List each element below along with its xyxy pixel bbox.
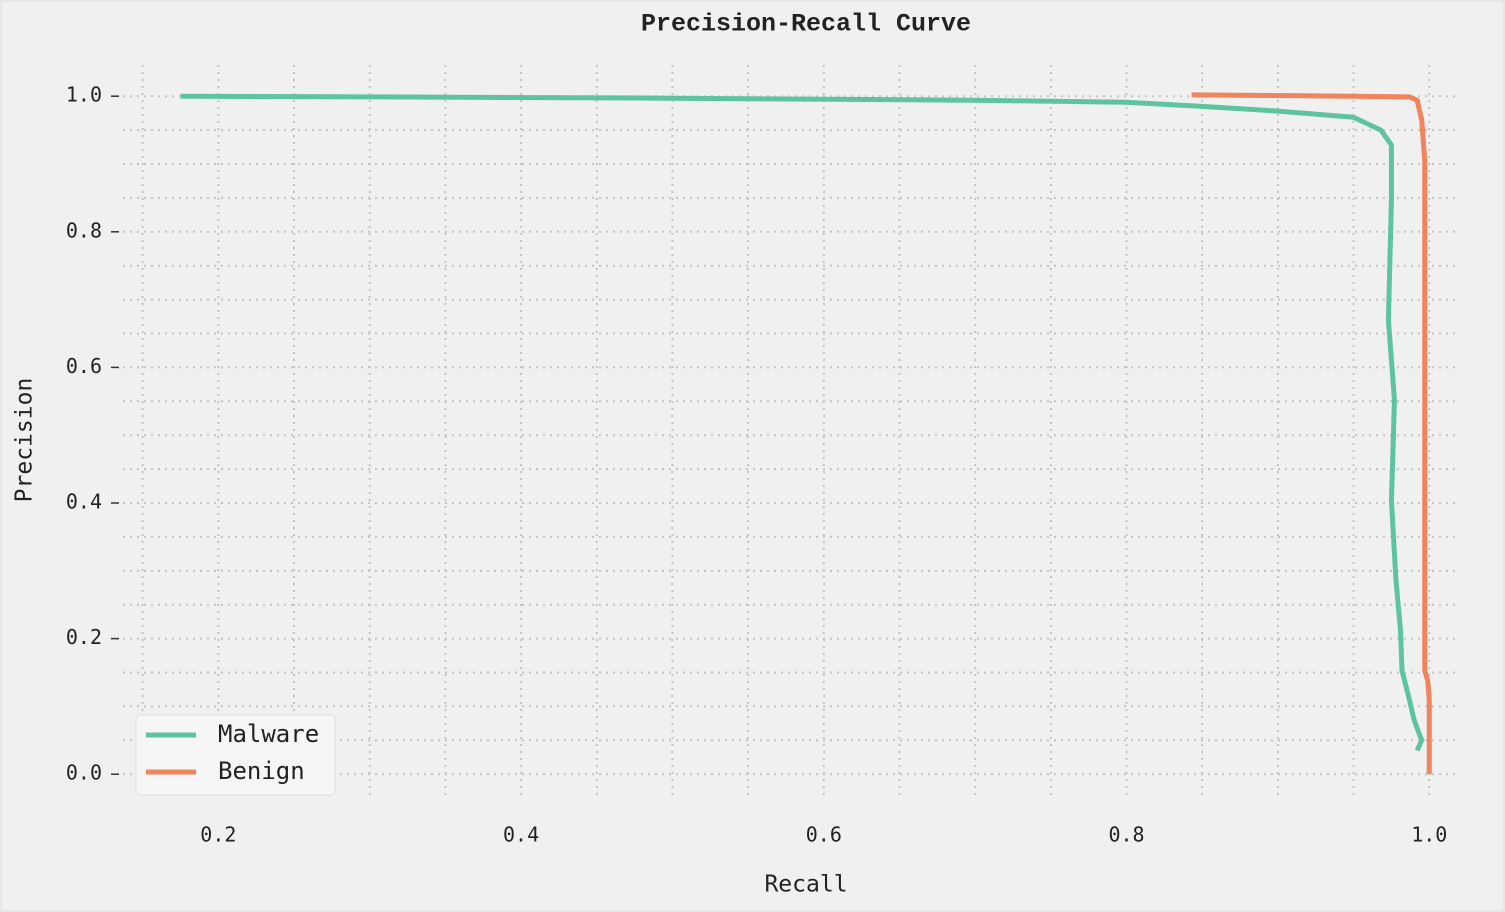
y-tick-label: 0.4 (66, 490, 102, 514)
x-tick-label: 0.2 (200, 823, 236, 847)
x-tick-label: 1.0 (1411, 823, 1447, 847)
grid (123, 65, 1455, 800)
series-line (180, 93, 1425, 752)
x-tick-label: 0.6 (806, 823, 842, 847)
x-tick-label: 0.4 (503, 823, 539, 847)
lines (180, 92, 1432, 775)
y-axis-label: Precision (12, 378, 38, 503)
y-tick-label: 0.8 (66, 218, 102, 242)
legend-label: Malware (218, 720, 319, 748)
legend: Malware Benign (135, 714, 336, 796)
y-tick-label: 1.0 (66, 83, 102, 107)
legend-label: Benign (218, 757, 305, 785)
series-line (1191, 92, 1432, 775)
y-tick-label: 0.6 (66, 354, 102, 378)
x-tick-label: 0.8 (1108, 823, 1144, 847)
x-axis-label: Recall (764, 872, 847, 898)
y-tick-label: 0.2 (66, 625, 102, 649)
chart-title: Precision-Recall Curve (641, 10, 971, 39)
y-tick-label: 0.0 (66, 761, 102, 785)
